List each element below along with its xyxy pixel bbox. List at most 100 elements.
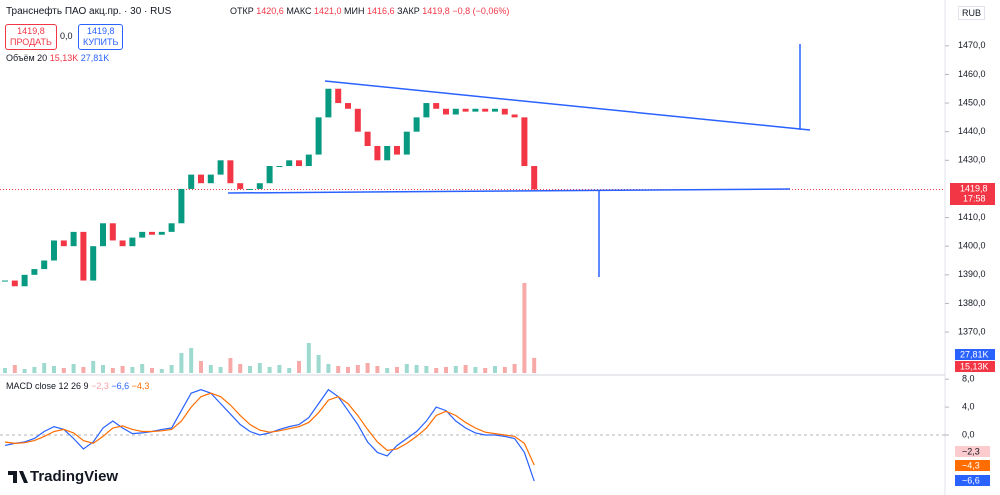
y-tick-label: 4,0 xyxy=(962,401,975,411)
candle xyxy=(188,174,195,189)
plot: 1470,0 1460,0 1450,0 1440,0 1430,0 1410,0 1400… xyxy=(0,40,986,482)
candle xyxy=(21,274,28,287)
y-tick-label: 1390,0 xyxy=(958,269,986,279)
y-tick-label: 1380,0 xyxy=(958,298,986,308)
candle xyxy=(70,231,77,247)
trend-line xyxy=(324,80,811,131)
label: ПРОДАТЬ xyxy=(10,37,52,47)
volume-bar xyxy=(140,364,145,373)
candle xyxy=(394,145,400,155)
volume-bar xyxy=(32,367,37,373)
candle xyxy=(335,88,342,104)
volume-bar xyxy=(12,365,17,373)
candle xyxy=(482,108,489,112)
volume-bar xyxy=(483,368,488,373)
value: 1420,6 xyxy=(256,6,284,16)
candle xyxy=(247,188,253,190)
y-tick-label: 0,0 xyxy=(962,429,975,439)
candle xyxy=(354,108,361,132)
currency[interactable]: RUB xyxy=(958,6,986,20)
candle xyxy=(325,88,332,118)
candle xyxy=(11,280,18,287)
macd-legend: MACD close 12 26 9 −2,3 −6,6 −4,3 xyxy=(6,381,149,391)
volume-bar xyxy=(101,365,105,373)
spread: 0,0 xyxy=(60,31,73,41)
volume-bar xyxy=(238,364,243,373)
signal-label: −4,3 xyxy=(962,460,980,470)
volume-label: 15,13K xyxy=(960,361,989,371)
y-tick-label: 1470,0 xyxy=(958,40,986,50)
countdown: 17:58 xyxy=(963,193,986,203)
label: ОТКР xyxy=(230,6,254,16)
change: −0,8 (−0,06%) xyxy=(452,6,510,16)
y-tick-label: 8,0 xyxy=(962,374,975,384)
value: 1416,6 xyxy=(367,6,395,16)
label: Объём 20 xyxy=(6,53,48,63)
candle xyxy=(256,183,263,189)
brand: TradingView xyxy=(30,468,118,485)
candle xyxy=(2,280,8,282)
volume-bar xyxy=(444,367,448,373)
candle xyxy=(413,117,420,132)
value: 1419,8 xyxy=(422,6,450,16)
candle xyxy=(296,160,302,167)
ohlc: ОТКР 1420,6 МАКС 1421,0 МИН 1416,6 ЗАКР … xyxy=(230,6,509,16)
label-box xyxy=(955,475,990,486)
trend-line xyxy=(227,188,791,194)
volume-bar xyxy=(277,365,282,373)
volume-bar xyxy=(385,368,390,373)
candle xyxy=(511,114,518,118)
volume-bar xyxy=(434,368,439,373)
volume-bar xyxy=(110,368,115,373)
buy-button[interactable]: 1419,8 КУПИТЬ xyxy=(78,24,124,50)
candle xyxy=(452,108,459,115)
volume-bar xyxy=(336,366,341,373)
macd-label: −6,6 xyxy=(962,475,980,485)
volume-bar xyxy=(424,366,429,373)
signal-line xyxy=(4,392,535,466)
value: −6,6 xyxy=(111,381,130,391)
y-tick-label: 1440,0 xyxy=(958,126,986,136)
candle xyxy=(472,108,479,112)
candle xyxy=(492,108,498,112)
label: МАКС xyxy=(286,6,312,16)
candle xyxy=(423,103,430,118)
candle xyxy=(384,145,391,161)
volume-bar xyxy=(159,369,164,373)
volume-bar xyxy=(355,365,360,373)
sell-button[interactable]: 1419,8 ПРОДАТЬ xyxy=(5,24,57,50)
logo xyxy=(8,471,28,483)
price: 1419,8 xyxy=(86,26,115,36)
last-price: 1419,8 xyxy=(960,183,988,193)
candle xyxy=(521,117,528,167)
volume-ma-label: 27,81K xyxy=(960,349,989,359)
volume-bar xyxy=(91,361,96,373)
volume-bar xyxy=(257,363,262,373)
label: ЗАКР xyxy=(397,6,420,16)
candle xyxy=(237,183,244,189)
volume-bar xyxy=(463,365,468,373)
candle xyxy=(31,269,38,275)
candle xyxy=(286,160,293,167)
candle xyxy=(501,108,508,115)
volume-bar xyxy=(120,366,125,373)
candle xyxy=(60,240,67,247)
candle xyxy=(158,231,165,235)
candle xyxy=(443,108,449,115)
candle xyxy=(217,160,224,175)
value: 15,13K xyxy=(49,53,79,63)
candle xyxy=(51,240,57,261)
volume-bar xyxy=(532,357,537,373)
volume-bar xyxy=(346,367,350,373)
volume-bar xyxy=(42,363,47,373)
volume-bar xyxy=(453,366,458,373)
label: МИН xyxy=(344,6,365,16)
candle xyxy=(403,131,410,155)
volume-bar xyxy=(61,368,66,373)
macd-line xyxy=(4,388,535,482)
candle xyxy=(119,240,126,247)
candle xyxy=(178,188,185,224)
volume-bar xyxy=(522,283,527,373)
